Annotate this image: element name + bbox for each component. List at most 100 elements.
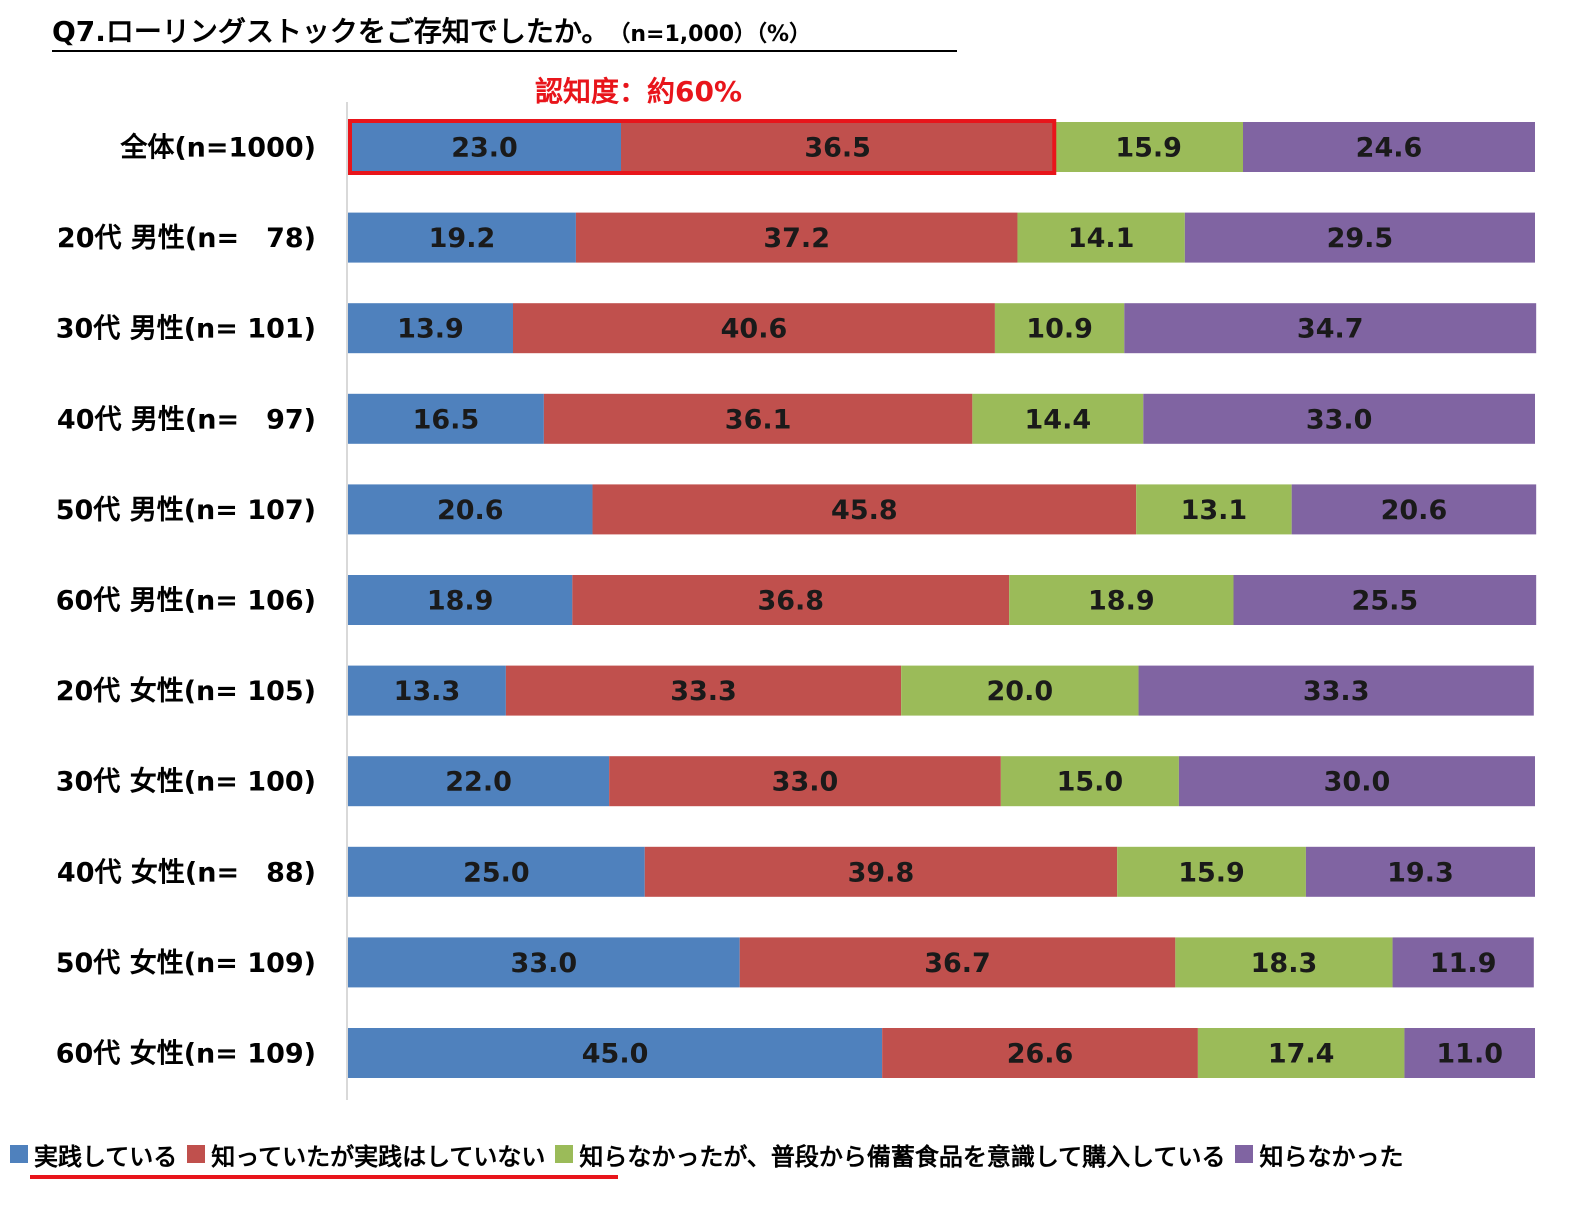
legend-item: 知らなかった — [1235, 1137, 1403, 1172]
category-label: 30代 男性(n= 101) — [56, 314, 316, 345]
data-label: 36.5 — [804, 133, 871, 164]
chart-legend: 実践している 知っていたが実践はしていない 知らなかったが、普段から備蓄食品を意識し… — [10, 1134, 1413, 1174]
legend-swatch — [187, 1145, 206, 1163]
data-label: 11.9 — [1430, 948, 1497, 979]
data-label: 18.9 — [427, 586, 494, 617]
data-label: 20.6 — [437, 495, 504, 526]
data-label: 14.1 — [1068, 223, 1135, 254]
data-label: 45.0 — [582, 1039, 649, 1070]
data-label: 11.0 — [1436, 1039, 1503, 1070]
data-label: 36.8 — [757, 586, 824, 617]
chart-title: Q7.ローリングストックをご存知でしたか。 （n=1,000）（%） — [52, 10, 957, 52]
bar-segment — [972, 393, 1144, 444]
bar-segment — [739, 937, 1176, 988]
bar-segment — [1117, 846, 1306, 897]
bar-segment — [1054, 122, 1243, 172]
category-label: 60代 女性(n= 109) — [56, 1038, 316, 1070]
data-label: 19.3 — [1387, 857, 1454, 888]
bar-segment — [592, 484, 1137, 535]
data-label: 13.1 — [1181, 495, 1248, 526]
legend-item: 実践している — [10, 1137, 177, 1172]
category-label: 40代 女性(n= 88) — [57, 856, 316, 888]
data-label: 15.0 — [1057, 767, 1124, 798]
bar-segment — [1184, 212, 1535, 263]
bar-segment — [1197, 1028, 1405, 1078]
bar-segment — [1404, 1028, 1535, 1078]
bar-segment — [348, 212, 576, 263]
data-label: 20.0 — [987, 676, 1054, 707]
data-label: 26.6 — [1007, 1039, 1074, 1070]
bar-segment — [348, 1028, 883, 1078]
bar-segment — [882, 1028, 1198, 1078]
data-label: 20.6 — [1381, 495, 1448, 526]
bar-segment — [1291, 484, 1537, 535]
bar-segment — [348, 756, 610, 807]
data-label: 17.4 — [1268, 1039, 1335, 1070]
bar-segment — [348, 846, 645, 897]
legend-item: 知っていたが実践はしていない — [187, 1137, 545, 1172]
data-label: 37.2 — [763, 223, 830, 254]
bar-segment — [901, 665, 1139, 716]
category-label: 20代 女性(n= 105) — [56, 675, 316, 707]
bar-segment — [348, 484, 593, 535]
bar-segment — [348, 393, 544, 444]
bar-segment — [609, 756, 1001, 807]
data-label: 24.6 — [1356, 133, 1423, 164]
data-label: 30.0 — [1324, 767, 1391, 798]
bar-segment — [575, 212, 1018, 263]
category-label: 60代 男性(n= 106) — [56, 586, 316, 617]
category-label: 50代 女性(n= 109) — [56, 947, 316, 979]
category-label: 30代 女性(n= 100) — [56, 766, 316, 798]
legend-label: 知っていたが実践はしていない — [211, 1142, 546, 1171]
data-label: 40.6 — [721, 314, 788, 345]
bar-segment — [1392, 937, 1534, 988]
data-label: 33.0 — [772, 767, 839, 798]
awareness-callout: 認知度：約60% — [535, 75, 743, 108]
legend-swatch — [10, 1145, 28, 1163]
data-label: 19.2 — [429, 223, 496, 254]
chart-title-sub: （n=1,000）（%） — [619, 22, 812, 47]
bar-segment — [348, 303, 513, 354]
bar-segment — [1124, 303, 1537, 354]
data-label: 33.0 — [1306, 404, 1373, 435]
chart-title-main: Q7.ローリングストックをご存知でしたか。 — [52, 15, 610, 48]
bar-segment — [348, 122, 622, 172]
data-label: 33.0 — [511, 948, 578, 979]
legend-label: 知らなかったが、普段から備蓄食品を意識して購入している — [579, 1142, 1226, 1171]
bar-segment — [543, 393, 973, 444]
category-label: 40代 男性(n= 97) — [57, 404, 316, 435]
data-label: 18.3 — [1251, 948, 1318, 979]
legend-label: 実践している — [34, 1142, 178, 1171]
data-label: 10.9 — [1026, 314, 1093, 345]
bar-segment — [1178, 756, 1535, 807]
bar-segment — [505, 665, 902, 716]
data-label: 14.4 — [1025, 404, 1092, 435]
bar-segment — [644, 846, 1118, 897]
data-label: 13.9 — [397, 314, 464, 345]
bar-segment — [1242, 122, 1535, 172]
bar-segment — [994, 303, 1125, 354]
data-label: 33.3 — [1303, 676, 1370, 707]
data-label: 45.8 — [831, 495, 898, 526]
data-label: 29.5 — [1327, 223, 1394, 254]
bar-segment — [348, 665, 506, 716]
data-label: 16.5 — [413, 404, 480, 435]
data-label: 22.0 — [445, 767, 512, 798]
data-label: 15.9 — [1115, 133, 1182, 164]
legend-swatch — [555, 1145, 574, 1163]
data-label: 34.7 — [1297, 314, 1364, 345]
data-label: 13.3 — [394, 676, 461, 707]
bar-segment — [1017, 212, 1185, 263]
data-label: 15.9 — [1178, 857, 1245, 888]
data-label: 33.3 — [670, 676, 737, 707]
bar-segment — [1000, 756, 1179, 807]
legend-highlight-underline — [30, 1175, 618, 1179]
data-label: 18.9 — [1088, 586, 1155, 617]
bar-segment — [572, 575, 1010, 625]
category-label: 全体(n=1000) — [119, 132, 316, 164]
bar-segment — [512, 303, 995, 354]
data-label: 36.1 — [725, 404, 792, 435]
data-label: 25.5 — [1352, 586, 1419, 617]
data-label: 25.0 — [463, 857, 530, 888]
category-label: 50代 男性(n= 107) — [56, 495, 316, 526]
